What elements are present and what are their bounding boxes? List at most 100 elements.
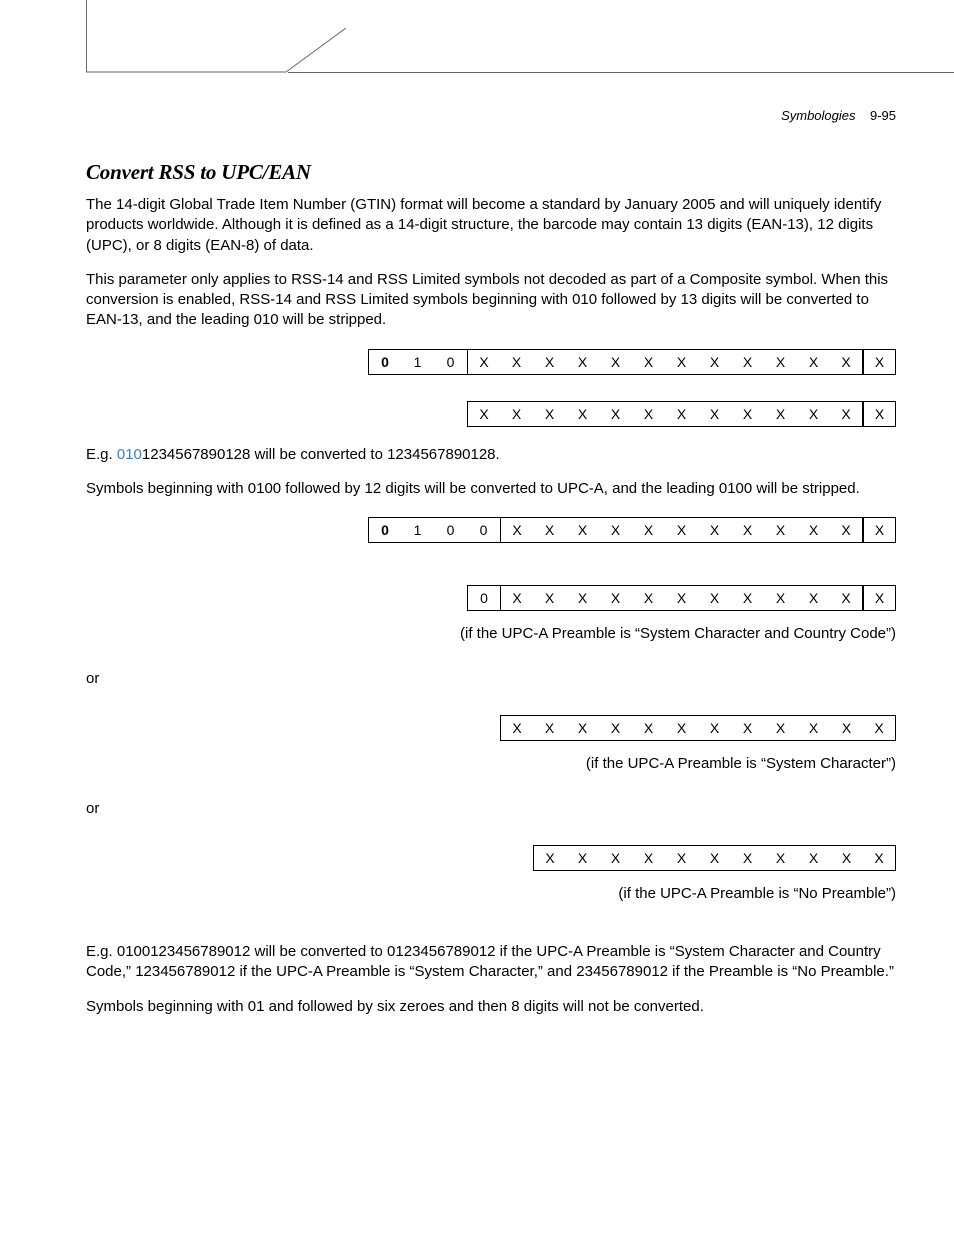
digit-cell: X [764, 401, 797, 427]
digit-cell: X [731, 401, 764, 427]
digit-cell: X [500, 585, 533, 611]
digit-cell: X [599, 517, 632, 543]
section-title: Convert RSS to UPC/EAN [86, 160, 896, 185]
digit-cell: X [731, 349, 764, 375]
header-page-number: 9-95 [870, 108, 896, 123]
digit-cell: X [830, 401, 863, 427]
header-horizontal-rule [288, 72, 954, 73]
digit-cell: X [566, 401, 599, 427]
digit-cell: X [500, 401, 533, 427]
page: Symbologies 9-95 Convert RSS to UPC/EAN … [0, 0, 954, 1235]
digit-cell: X [665, 517, 698, 543]
paragraph-upca: Symbols beginning with 0100 followed by … [86, 479, 896, 499]
digit-cell: 0 [467, 585, 500, 611]
digit-cell: X [665, 401, 698, 427]
digit-cell: X [764, 585, 797, 611]
digit-cell: X [698, 349, 731, 375]
digit-cell: X [566, 349, 599, 375]
example-1-prefix: E.g. [86, 446, 117, 463]
digit-cell: X [797, 585, 830, 611]
digit-cell: X [500, 715, 533, 741]
diagram-upca-result-syschar-row: XXXXXXXXXXXX [500, 715, 896, 741]
header-decoration [0, 0, 954, 95]
digit-cell: X [698, 845, 731, 871]
example-2: E.g. 0100123456789012 will be converted … [86, 942, 896, 983]
digit-cell: X [566, 715, 599, 741]
digit-cell: X [632, 845, 665, 871]
digit-cell: X [467, 401, 500, 427]
paragraph-closing: Symbols beginning with 01 and followed b… [86, 997, 896, 1017]
digit-cell: X [632, 401, 665, 427]
digit-cell: X [863, 517, 896, 543]
digit-cell: X [797, 349, 830, 375]
digit-cell: X [533, 715, 566, 741]
header-diagonal-rule [86, 28, 346, 88]
digit-cell: X [698, 585, 731, 611]
digit-cell: X [599, 401, 632, 427]
digit-cell: X [863, 845, 896, 871]
paragraph-intro-2: This parameter only applies to RSS-14 an… [86, 270, 896, 331]
digit-cell: X [467, 349, 500, 375]
digit-cell: X [797, 715, 830, 741]
digit-cell: X [533, 517, 566, 543]
diagram-ean13: 010XXXXXXXXXXXXX XXXXXXXXXXXXX [86, 349, 896, 427]
digit-cell: X [863, 401, 896, 427]
digit-cell: X [764, 715, 797, 741]
diagram-ean13-top-row: 010XXXXXXXXXXXXX [368, 349, 896, 375]
digit-cell: 0 [434, 517, 467, 543]
digit-cell: X [863, 349, 896, 375]
digit-cell: X [797, 401, 830, 427]
digit-cell: X [731, 715, 764, 741]
caption-country-code: (if the UPC-A Preamble is “System Charac… [86, 625, 896, 642]
digit-cell: X [830, 517, 863, 543]
digit-cell: X [731, 845, 764, 871]
diagram-upca-source: 0100XXXXXXXXXXXX [86, 517, 896, 543]
paragraph-intro-1: The 14-digit Global Trade Item Number (G… [86, 195, 896, 256]
digit-cell: X [533, 585, 566, 611]
example-1: E.g. 0101234567890128 will be converted … [86, 445, 896, 465]
digit-cell: 1 [401, 517, 434, 543]
or-separator-2: or [86, 800, 896, 817]
example-1-rest: 1234567890128 will be converted to 12345… [142, 446, 500, 463]
digit-cell: X [665, 845, 698, 871]
digit-cell: X [632, 585, 665, 611]
digit-cell: X [632, 715, 665, 741]
diagram-upca-result-syschar: XXXXXXXXXXXX [86, 715, 896, 741]
digit-cell: X [566, 517, 599, 543]
digit-cell: X [599, 845, 632, 871]
digit-cell: X [533, 401, 566, 427]
diagram-ean13-bottom-row: XXXXXXXXXXXXX [467, 401, 896, 427]
digit-cell: X [698, 517, 731, 543]
example-1-highlight: 010 [117, 446, 142, 463]
digit-cell: X [830, 349, 863, 375]
digit-cell: X [665, 715, 698, 741]
digit-cell: 0 [368, 517, 401, 543]
running-header: Symbologies 9-95 [781, 108, 896, 123]
digit-cell: X [797, 517, 830, 543]
diagram-upca-result-country-row: 0XXXXXXXXXXXX [467, 585, 896, 611]
digit-cell: X [566, 845, 599, 871]
content-area: Convert RSS to UPC/EAN The 14-digit Glob… [86, 160, 896, 1031]
diagram-upca-source-row: 0100XXXXXXXXXXXX [368, 517, 896, 543]
digit-cell: 0 [467, 517, 500, 543]
digit-cell: X [830, 845, 863, 871]
digit-cell: X [500, 349, 533, 375]
digit-cell: X [698, 401, 731, 427]
digit-cell: 0 [434, 349, 467, 375]
digit-cell: X [665, 585, 698, 611]
header-section-name: Symbologies [781, 108, 855, 123]
digit-cell: X [599, 349, 632, 375]
digit-cell: X [830, 585, 863, 611]
or-separator-1: or [86, 670, 896, 687]
diagram-upca-result-nopreamble-row: XXXXXXXXXXX [533, 845, 896, 871]
diagram-upca-result-nopreamble: XXXXXXXXXXX [86, 845, 896, 871]
digit-cell: X [599, 715, 632, 741]
digit-cell: X [797, 845, 830, 871]
digit-cell: X [533, 349, 566, 375]
caption-system-character: (if the UPC-A Preamble is “System Charac… [86, 755, 896, 772]
digit-cell: X [533, 845, 566, 871]
digit-cell: 1 [401, 349, 434, 375]
digit-cell: X [566, 585, 599, 611]
digit-cell: X [764, 349, 797, 375]
digit-cell: 0 [368, 349, 401, 375]
